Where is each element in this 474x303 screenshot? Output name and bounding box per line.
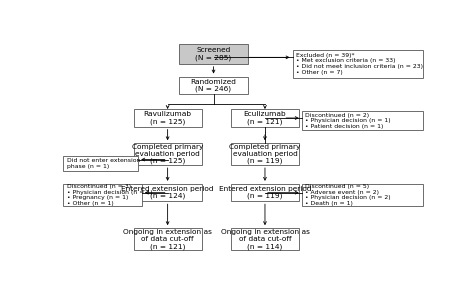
Text: Ongoing in extension as
of data cut-off
(n = 114): Ongoing in extension as of data cut-off … bbox=[220, 229, 310, 250]
FancyBboxPatch shape bbox=[63, 156, 138, 171]
Text: Discontinued (n = 3)
• Physician decision (n = 1)
• Pregnancy (n = 1)
• Other (n: Discontinued (n = 3) • Physician decisio… bbox=[66, 184, 152, 206]
Text: Discontinued (n = 2)
• Physician decision (n = 1)
• Patient decision (n = 1): Discontinued (n = 2) • Physician decisio… bbox=[305, 112, 391, 129]
FancyBboxPatch shape bbox=[134, 184, 201, 201]
Text: Entered extension period
(n = 119): Entered extension period (n = 119) bbox=[219, 186, 311, 199]
Text: Excluded (n = 39)*
• Met exclusion criteria (n = 33)
• Did not meet inclusion cr: Excluded (n = 39)* • Met exclusion crite… bbox=[296, 53, 423, 75]
FancyBboxPatch shape bbox=[134, 109, 201, 127]
FancyBboxPatch shape bbox=[231, 184, 299, 201]
FancyBboxPatch shape bbox=[179, 77, 248, 94]
FancyBboxPatch shape bbox=[231, 143, 299, 165]
FancyBboxPatch shape bbox=[231, 109, 299, 127]
Text: Completed primary
evaluation period
(n = 119): Completed primary evaluation period (n =… bbox=[229, 144, 301, 165]
FancyBboxPatch shape bbox=[134, 228, 201, 250]
Text: Screened
(N = 285): Screened (N = 285) bbox=[195, 47, 232, 61]
Text: Eculizumab
(n = 121): Eculizumab (n = 121) bbox=[244, 111, 286, 125]
Text: Did not enter extension
phase (n = 1): Did not enter extension phase (n = 1) bbox=[66, 158, 140, 169]
FancyBboxPatch shape bbox=[292, 50, 423, 78]
FancyBboxPatch shape bbox=[231, 228, 299, 250]
Text: Randomized
(N = 246): Randomized (N = 246) bbox=[191, 78, 237, 92]
FancyBboxPatch shape bbox=[179, 44, 248, 64]
Text: Discontinued (n = 5)
• Adverse event (n = 2)
• Physician decision (n = 2)
• Deat: Discontinued (n = 5) • Adverse event (n … bbox=[305, 184, 391, 206]
FancyBboxPatch shape bbox=[301, 184, 423, 206]
Text: Completed primary
evaluation period
(n = 125): Completed primary evaluation period (n =… bbox=[132, 144, 203, 165]
FancyBboxPatch shape bbox=[301, 111, 423, 130]
FancyBboxPatch shape bbox=[63, 184, 142, 206]
FancyBboxPatch shape bbox=[134, 143, 201, 165]
Text: Ravulizumab
(n = 125): Ravulizumab (n = 125) bbox=[144, 111, 191, 125]
Text: Ongoing in extension as
of data cut-off
(n = 121): Ongoing in extension as of data cut-off … bbox=[123, 229, 212, 250]
Text: Entered extension period
(n = 124): Entered extension period (n = 124) bbox=[121, 186, 214, 199]
